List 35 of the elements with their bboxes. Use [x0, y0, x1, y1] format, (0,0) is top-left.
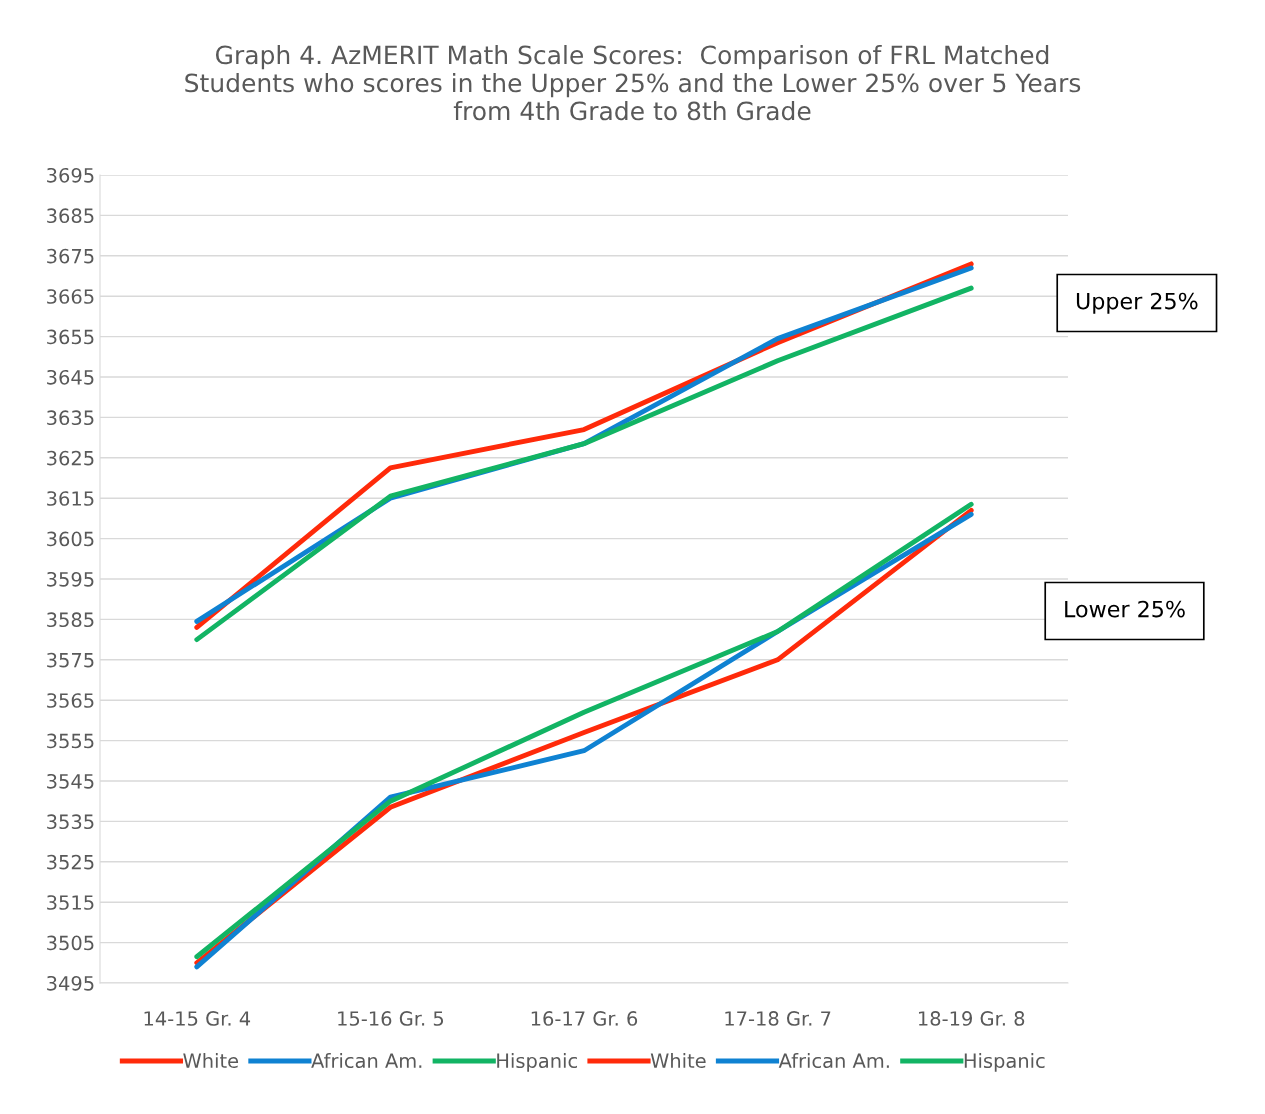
y-tick-label: 3535 — [47, 814, 94, 830]
y-tick-label: 3515 — [47, 895, 94, 910]
y-tick-label: 3685 — [47, 208, 94, 224]
y-tick-label: 3595 — [47, 571, 94, 587]
y-tick-label: 3495 — [47, 975, 94, 991]
x-tick-label: 14-15 Gr. 4 — [144, 1011, 251, 1026]
y-tick-label: 3615 — [47, 491, 94, 506]
y-tick-label: 3665 — [47, 289, 94, 304]
y-tick-label: 3605 — [47, 531, 94, 547]
x-tick-label: 17-18 Gr. 7 — [725, 1011, 831, 1026]
y-tick-label: 3675 — [47, 248, 94, 264]
legend-label: White — [650, 1053, 706, 1069]
y-tick-label: 3545 — [47, 773, 94, 789]
legend-label: White — [183, 1053, 239, 1069]
x-tick-label: 15-16 Gr. 5 — [338, 1011, 444, 1026]
y-tick-label: 3695 — [47, 167, 94, 183]
y-tick-label: 3525 — [47, 854, 94, 870]
y-tick-label: 3505 — [47, 935, 94, 951]
legend-label: Hispanic — [964, 1053, 1045, 1072]
x-tick-label: 18-19 Gr. 8 — [918, 1011, 1025, 1026]
legend-label: African Am. — [311, 1053, 422, 1069]
y-tick-label: 3655 — [47, 329, 94, 345]
chart-title: Graph 4. AzMERIT Math Scale Scores: Comparison of FRL Matched Students who scores in the Upper 25% and the Lower 25% over 5 Years from 4th Grade to 8th Grade — [185, 45, 1081, 121]
x-tick-label: 16-17 Gr. 6 — [531, 1011, 638, 1026]
y-tick-label: 3565 — [47, 693, 94, 708]
y-tick-label: 3555 — [47, 733, 94, 749]
y-tick-label: 3645 — [47, 369, 94, 385]
y-tick-label: 3625 — [47, 450, 94, 466]
annotation: Lower 25% — [1065, 600, 1185, 618]
legend-label: Hispanic — [497, 1053, 577, 1072]
y-tick-label: 3575 — [47, 652, 94, 668]
y-tick-label: 3635 — [47, 410, 94, 426]
legend-label: African Am. — [778, 1053, 889, 1069]
y-tick-label: 3585 — [47, 612, 94, 628]
text: Upper 25% — [1076, 292, 1198, 314]
